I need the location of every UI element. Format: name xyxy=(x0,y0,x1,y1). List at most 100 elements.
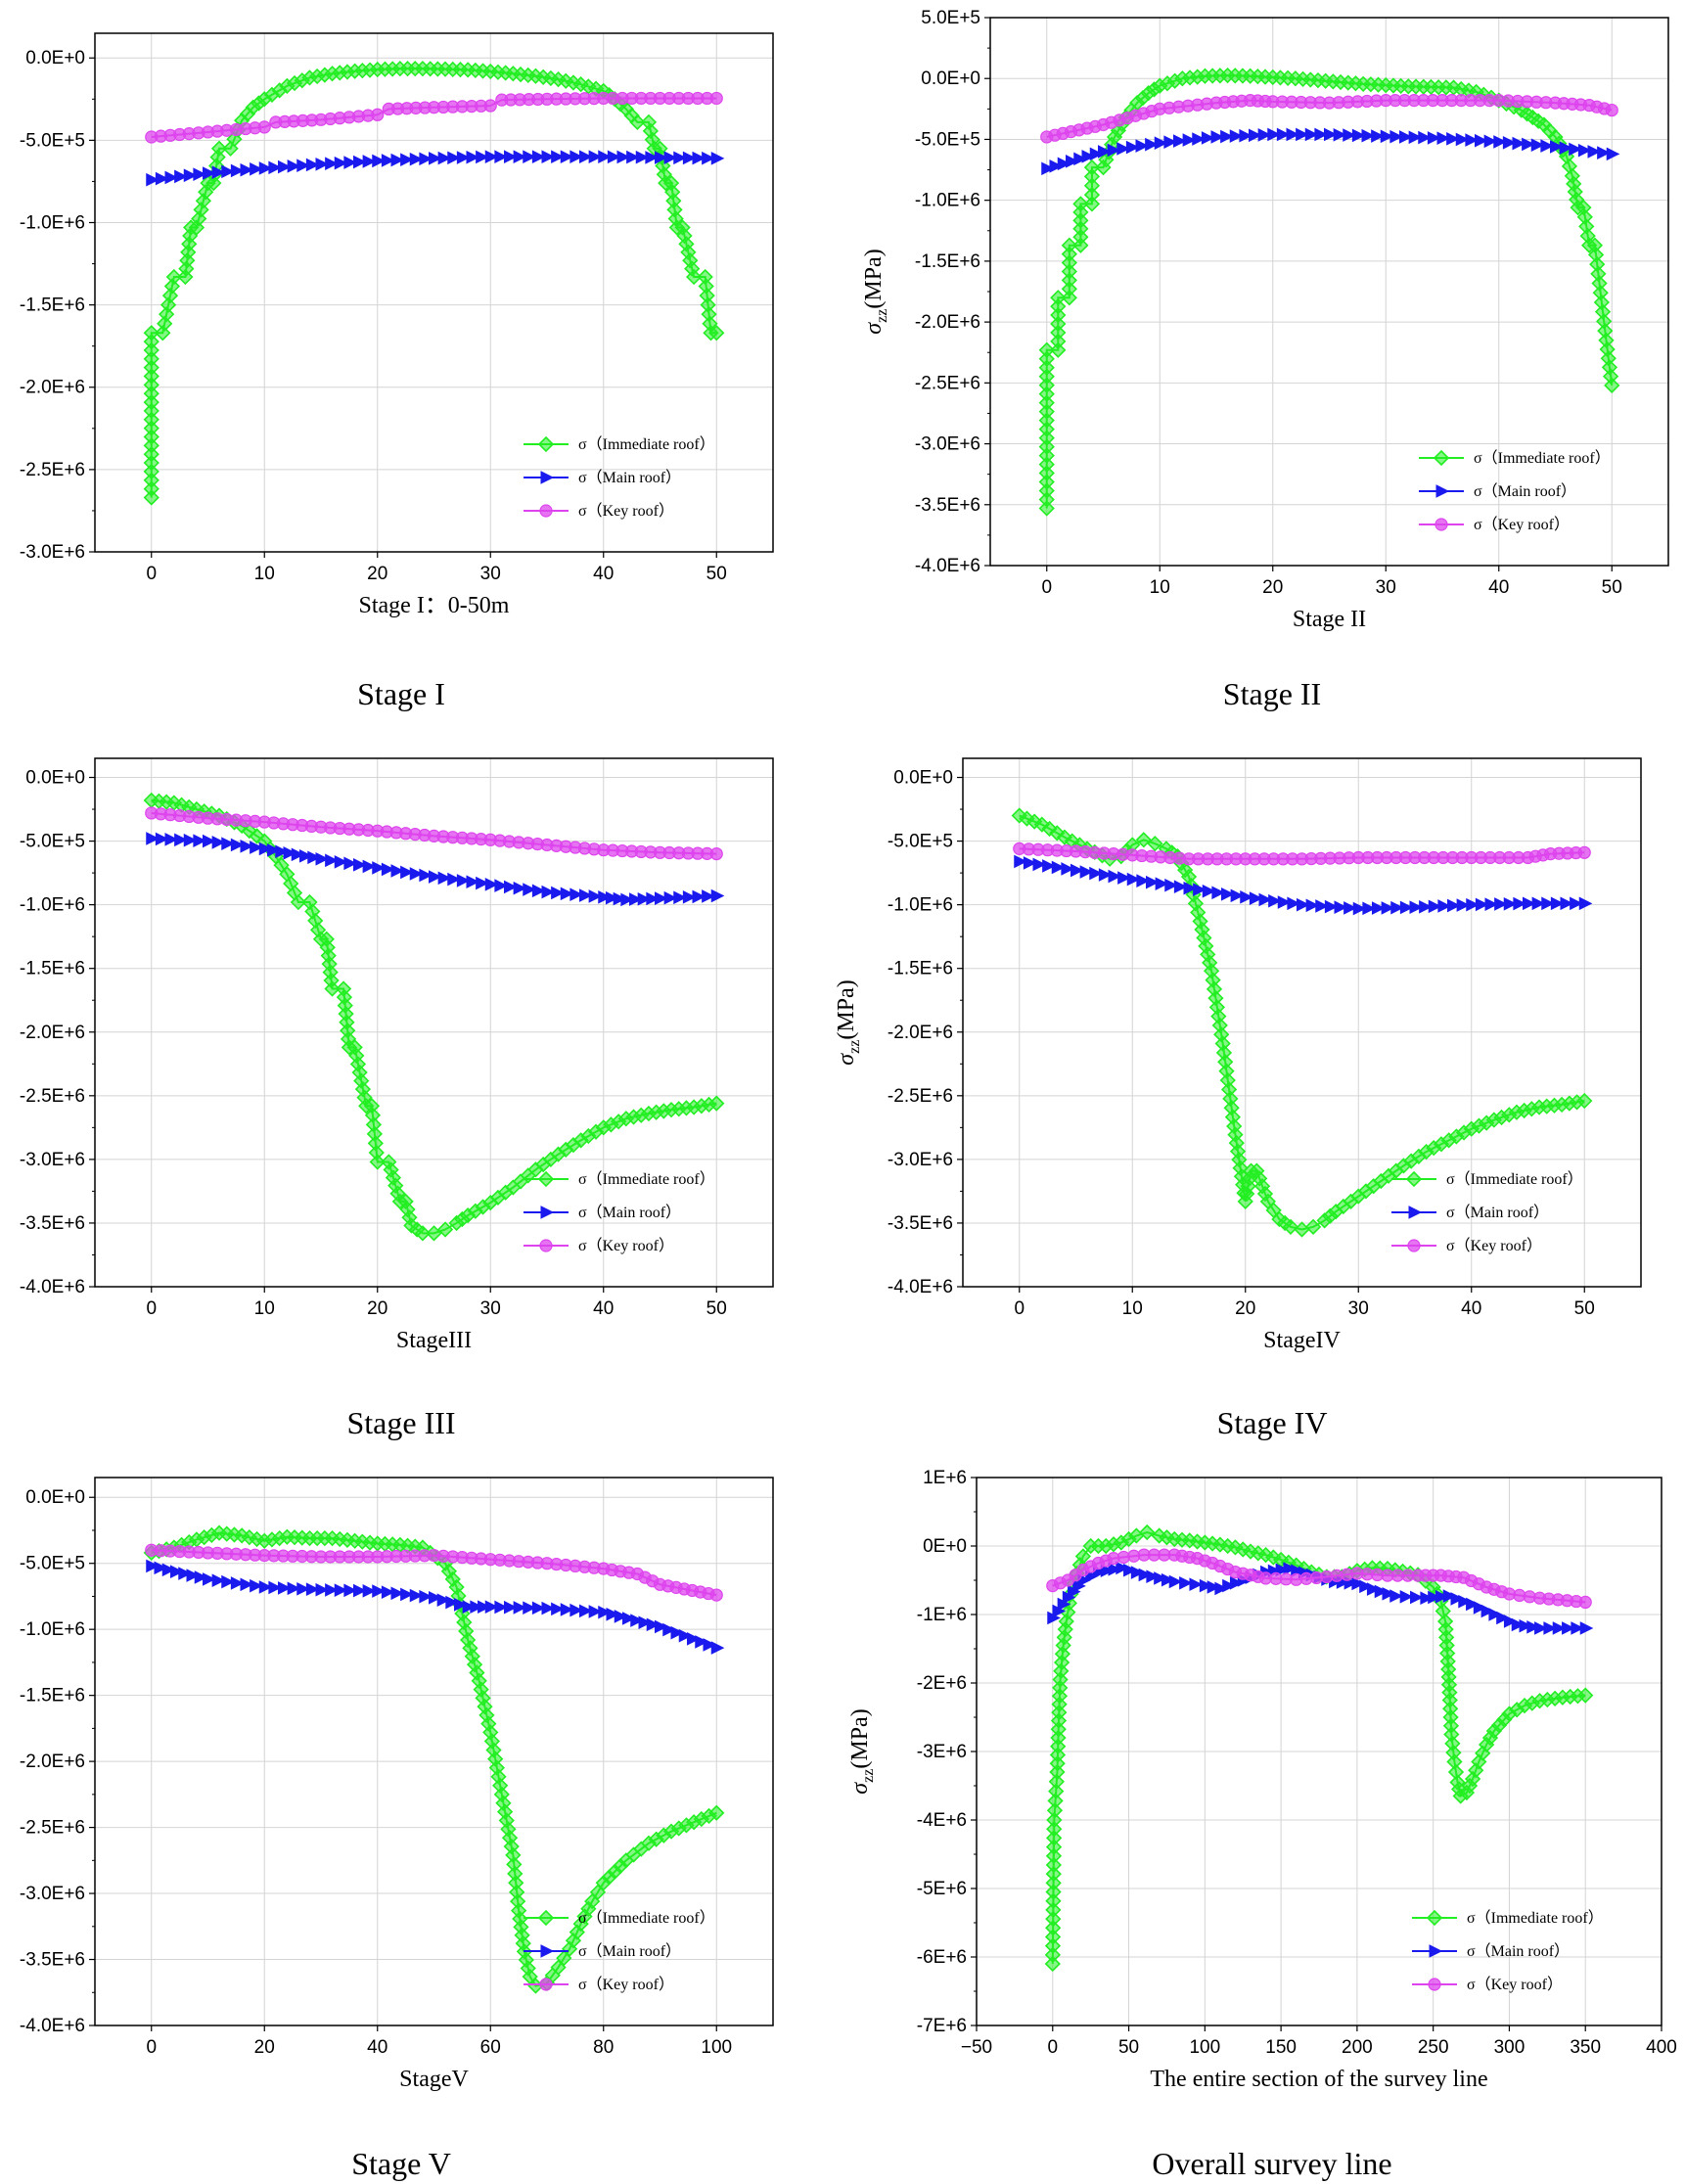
data-point-immediate xyxy=(1083,159,1101,176)
data-point-main xyxy=(1410,1590,1424,1605)
y-tick-label: -4.0E+6 xyxy=(888,1277,953,1297)
data-point-immediate xyxy=(1044,1955,1061,1973)
data-point-main xyxy=(362,155,377,168)
data-point-main xyxy=(1051,860,1066,875)
x-tick-label: 30 xyxy=(1348,1298,1369,1319)
legend: σ（Immediate roof） σ（Main roof） σ（Key roof） xyxy=(1419,449,1611,533)
data-point-main xyxy=(1154,136,1168,150)
data-point-immediate xyxy=(1038,482,1055,499)
data-point-immediate xyxy=(686,268,703,286)
data-point-main xyxy=(174,833,188,847)
data-point-main xyxy=(478,1600,491,1615)
data-point-main xyxy=(1419,899,1433,914)
x-tick-label: −50 xyxy=(961,2037,992,2058)
data-point-main xyxy=(1277,895,1292,909)
x-tick-label: 300 xyxy=(1494,2037,1526,2058)
y-tick-label: -1.0E+6 xyxy=(915,191,980,211)
data-point-main xyxy=(1458,1594,1472,1609)
data-point-immediate xyxy=(1047,1793,1064,1809)
data-point-main xyxy=(504,150,518,163)
data-point-main xyxy=(353,1583,367,1598)
data-point-immediate xyxy=(210,140,228,157)
data-point-main xyxy=(1351,128,1366,143)
data-point-main xyxy=(268,160,282,175)
x-tick-label: 40 xyxy=(1461,1298,1481,1319)
data-point-immediate xyxy=(1038,421,1055,437)
data-point-main xyxy=(466,150,480,164)
data-point-main xyxy=(663,890,678,905)
data-point-immediate xyxy=(1061,281,1077,297)
y-tick-label: -3.5E+6 xyxy=(888,1213,953,1234)
legend: σ（Immediate roof） σ（Main roof） σ（Key roof） xyxy=(524,1909,715,1993)
data-point-main xyxy=(453,1598,468,1612)
data-point-main xyxy=(523,883,536,896)
y-tick-label: -4.0E+6 xyxy=(20,2016,85,2036)
data-point-key xyxy=(709,91,723,106)
data-point-main xyxy=(703,1638,717,1652)
data-point-main xyxy=(569,887,583,902)
data-point-main xyxy=(1126,872,1141,887)
data-point-main xyxy=(1380,129,1394,144)
data-point-main xyxy=(588,150,603,163)
data-point-immediate xyxy=(143,393,159,411)
y-tick-label: 0.0E+0 xyxy=(25,768,85,789)
data-point-main xyxy=(437,151,452,165)
data-point-main xyxy=(462,1600,477,1615)
x-tick-label: 0 xyxy=(146,2037,157,2058)
series-main xyxy=(146,150,725,187)
data-point-main xyxy=(1361,128,1376,143)
data-point-main xyxy=(456,151,471,164)
data-point-main xyxy=(1366,1582,1381,1596)
data-point-main xyxy=(1116,1561,1129,1575)
y-axis-label: σzz(MPa) xyxy=(834,979,863,1065)
data-point-main xyxy=(1276,127,1291,142)
data-point-main xyxy=(1343,901,1357,915)
x-tick-label: 20 xyxy=(367,564,387,584)
data-point-main xyxy=(1199,1578,1213,1593)
y-tick-label: -2.0E+6 xyxy=(915,312,980,333)
data-point-main xyxy=(630,1614,644,1627)
y-tick-label: 0.0E+0 xyxy=(921,68,980,89)
x-tick-label: 30 xyxy=(1376,577,1396,598)
x-axis-label: StageIII xyxy=(396,1328,472,1353)
data-point-main xyxy=(523,150,536,163)
data-point-key xyxy=(709,1588,723,1602)
data-point-immediate xyxy=(1045,1901,1062,1919)
data-point-immediate xyxy=(143,341,159,359)
y-tick-label: -1.0E+6 xyxy=(20,212,85,233)
data-point-immediate xyxy=(1038,377,1055,393)
x-tick-label: 100 xyxy=(1189,2037,1220,2058)
data-point-immediate xyxy=(143,420,159,436)
legend-marker-immediate xyxy=(1433,449,1450,467)
data-point-main xyxy=(541,885,556,899)
data-point-immediate xyxy=(1038,430,1055,446)
data-point-main xyxy=(655,151,668,164)
data-point-main xyxy=(400,153,414,166)
data-point-main xyxy=(400,865,414,880)
data-point-main xyxy=(1073,152,1087,166)
data-point-main xyxy=(1496,1611,1510,1625)
y-tick-label: -3.0E+6 xyxy=(20,542,85,563)
data-point-main xyxy=(638,1615,653,1630)
data-point-main xyxy=(146,172,159,187)
data-point-main xyxy=(1543,1621,1558,1635)
data-point-main xyxy=(307,850,321,865)
data-point-main xyxy=(267,843,281,857)
legend-label-key: σ（Key roof） xyxy=(1474,516,1570,533)
data-point-main xyxy=(1399,130,1413,144)
y-tick-label: 0.0E+0 xyxy=(25,1487,85,1508)
legend-marker-key xyxy=(1435,518,1448,531)
data-point-main xyxy=(211,836,226,849)
data-point-main xyxy=(541,150,556,163)
data-point-immediate xyxy=(708,1804,725,1821)
data-point-main xyxy=(353,858,367,872)
legend-marker-key xyxy=(1407,1239,1421,1252)
data-point-main xyxy=(334,1583,348,1597)
data-point-main xyxy=(409,1588,424,1603)
legend: σ（Immediate roof） σ（Main roof） σ（Key roof） xyxy=(1391,1170,1583,1254)
y-tick-label: -5.0E+5 xyxy=(888,832,953,852)
data-point-main xyxy=(1540,139,1554,153)
data-point-main xyxy=(230,163,245,178)
data-point-main xyxy=(663,151,678,164)
data-point-main xyxy=(551,886,565,900)
